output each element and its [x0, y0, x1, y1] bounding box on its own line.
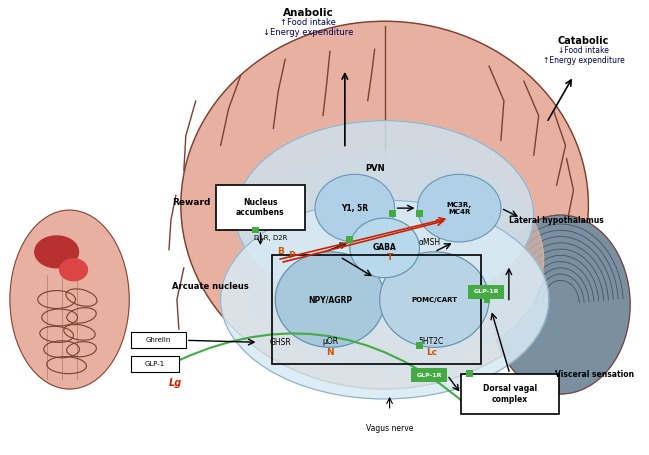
Text: μOR: μOR: [322, 337, 338, 346]
Text: T: T: [386, 253, 393, 263]
Text: Reward: Reward: [171, 197, 210, 207]
FancyBboxPatch shape: [416, 342, 423, 349]
Ellipse shape: [10, 210, 129, 389]
Text: αMSH: αMSH: [419, 238, 441, 248]
FancyBboxPatch shape: [484, 296, 491, 303]
FancyBboxPatch shape: [461, 374, 559, 414]
Ellipse shape: [350, 218, 419, 278]
Text: Lateral hypothalamus: Lateral hypothalamus: [509, 216, 604, 225]
Text: GLP-1R: GLP-1R: [417, 373, 442, 378]
Text: Lg: Lg: [169, 378, 182, 388]
Text: Anabolic: Anabolic: [283, 8, 334, 18]
Text: P: P: [288, 251, 295, 260]
Text: GABA: GABA: [373, 243, 397, 253]
FancyBboxPatch shape: [411, 368, 447, 382]
Ellipse shape: [221, 200, 548, 399]
Text: Dorsal vagal
complex: Dorsal vagal complex: [483, 384, 537, 404]
Text: Visceral sensation: Visceral sensation: [555, 369, 634, 379]
Ellipse shape: [275, 252, 385, 347]
FancyArrowPatch shape: [158, 334, 467, 405]
Text: ↓Food intake: ↓Food intake: [558, 46, 609, 55]
FancyBboxPatch shape: [215, 185, 305, 230]
Text: MC3R,
MC4R: MC3R, MC4R: [447, 202, 472, 215]
Text: POMC/CART: POMC/CART: [411, 297, 458, 303]
Ellipse shape: [380, 252, 489, 347]
Text: ↓Energy expenditure: ↓Energy expenditure: [263, 28, 353, 37]
Text: GLP-1: GLP-1: [145, 361, 165, 367]
Text: NPY/AGRP: NPY/AGRP: [308, 295, 352, 304]
Text: B: B: [277, 248, 284, 256]
Ellipse shape: [236, 151, 544, 369]
Text: Nucleus
accumbens: Nucleus accumbens: [236, 198, 285, 217]
Text: N: N: [326, 348, 334, 357]
FancyBboxPatch shape: [389, 210, 396, 217]
FancyBboxPatch shape: [131, 356, 179, 372]
Text: Arcuate nucleus: Arcuate nucleus: [173, 282, 249, 291]
Ellipse shape: [60, 259, 88, 281]
Text: 5HT2C: 5HT2C: [419, 337, 444, 346]
Text: Catabolic: Catabolic: [557, 36, 609, 46]
Text: Y1, 5R: Y1, 5R: [341, 204, 369, 212]
FancyBboxPatch shape: [347, 237, 353, 243]
Text: D1R, D2R: D1R, D2R: [254, 235, 287, 241]
Text: Vagus nerve: Vagus nerve: [366, 424, 413, 433]
FancyBboxPatch shape: [468, 285, 504, 298]
Ellipse shape: [417, 174, 501, 242]
FancyBboxPatch shape: [131, 332, 186, 348]
Text: GHSR: GHSR: [269, 338, 291, 347]
Text: ↑Food intake: ↑Food intake: [280, 18, 336, 27]
Ellipse shape: [181, 21, 589, 389]
FancyBboxPatch shape: [465, 369, 472, 377]
Ellipse shape: [315, 174, 395, 242]
FancyBboxPatch shape: [416, 210, 423, 217]
Text: Ghrelin: Ghrelin: [146, 337, 171, 344]
Ellipse shape: [236, 121, 533, 309]
Text: PVN: PVN: [365, 164, 384, 173]
Text: GLP-1R: GLP-1R: [473, 289, 499, 294]
Ellipse shape: [491, 215, 630, 394]
Text: Lc: Lc: [426, 348, 437, 357]
Ellipse shape: [35, 236, 79, 268]
Text: ↑Energy expenditure: ↑Energy expenditure: [543, 56, 624, 65]
FancyBboxPatch shape: [252, 227, 259, 233]
